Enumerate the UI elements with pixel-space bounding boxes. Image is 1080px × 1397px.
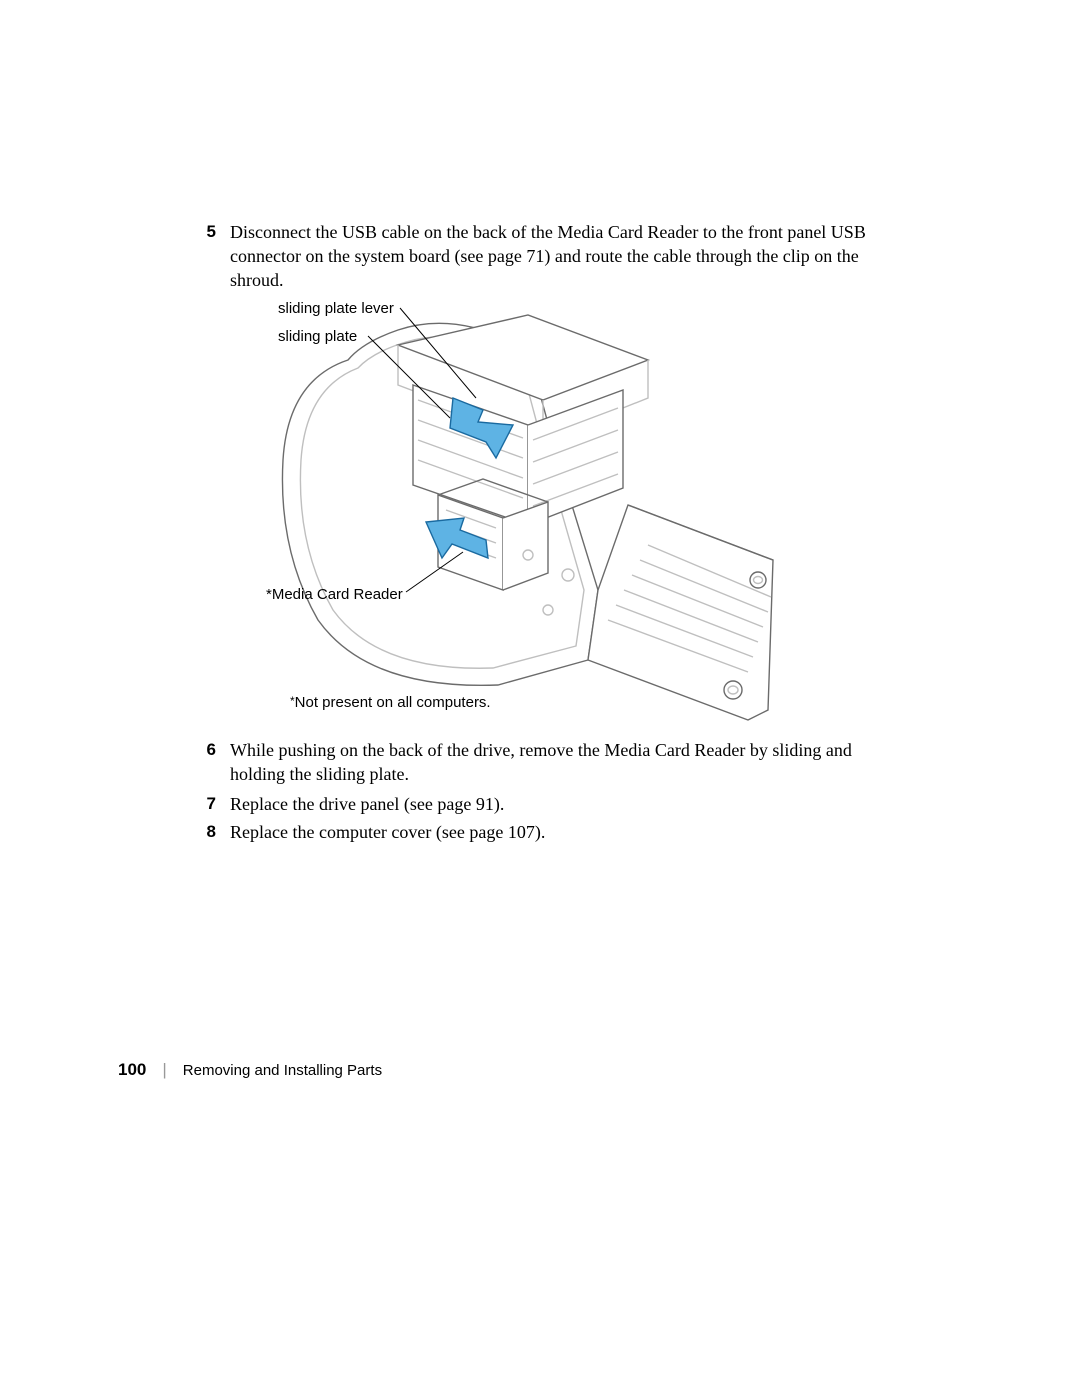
manual-page: 5 Disconnect the USB cable on the back o… [0,0,1080,1397]
step-8: 8 Replace the computer cover (see page 1… [202,820,545,844]
step-number: 7 [202,792,216,816]
step-text: While pushing on the back of the drive, … [230,738,870,786]
footnote-text: Not present on all computers. [295,694,491,711]
callout-media-card-reader: *Media Card Reader [266,586,403,603]
computer-chassis-illustration [228,290,868,730]
figure-media-card-reader: sliding plate lever sliding plate *Media… [228,290,868,730]
callout-sliding-plate-lever: sliding plate lever [278,300,394,317]
step-6: 6 While pushing on the back of the drive… [202,738,870,786]
step-text: Replace the drive panel (see page 91). [230,792,504,816]
step-number: 5 [202,220,216,292]
step-number: 8 [202,820,216,844]
section-title: Removing and Installing Parts [183,1062,382,1079]
step-7: 7 Replace the drive panel (see page 91). [202,792,504,816]
footer-separator: | [162,1060,166,1080]
step-text: Replace the computer cover (see page 107… [230,820,545,844]
callout-sliding-plate: sliding plate [278,328,357,345]
page-footer: 100 | Removing and Installing Parts [118,1060,382,1080]
step-5: 5 Disconnect the USB cable on the back o… [202,220,870,292]
step-number: 6 [202,738,216,786]
step-text: Disconnect the USB cable on the back of … [230,220,870,292]
figure-footnote: *Not present on all computers. [290,694,491,711]
page-number: 100 [118,1060,146,1080]
